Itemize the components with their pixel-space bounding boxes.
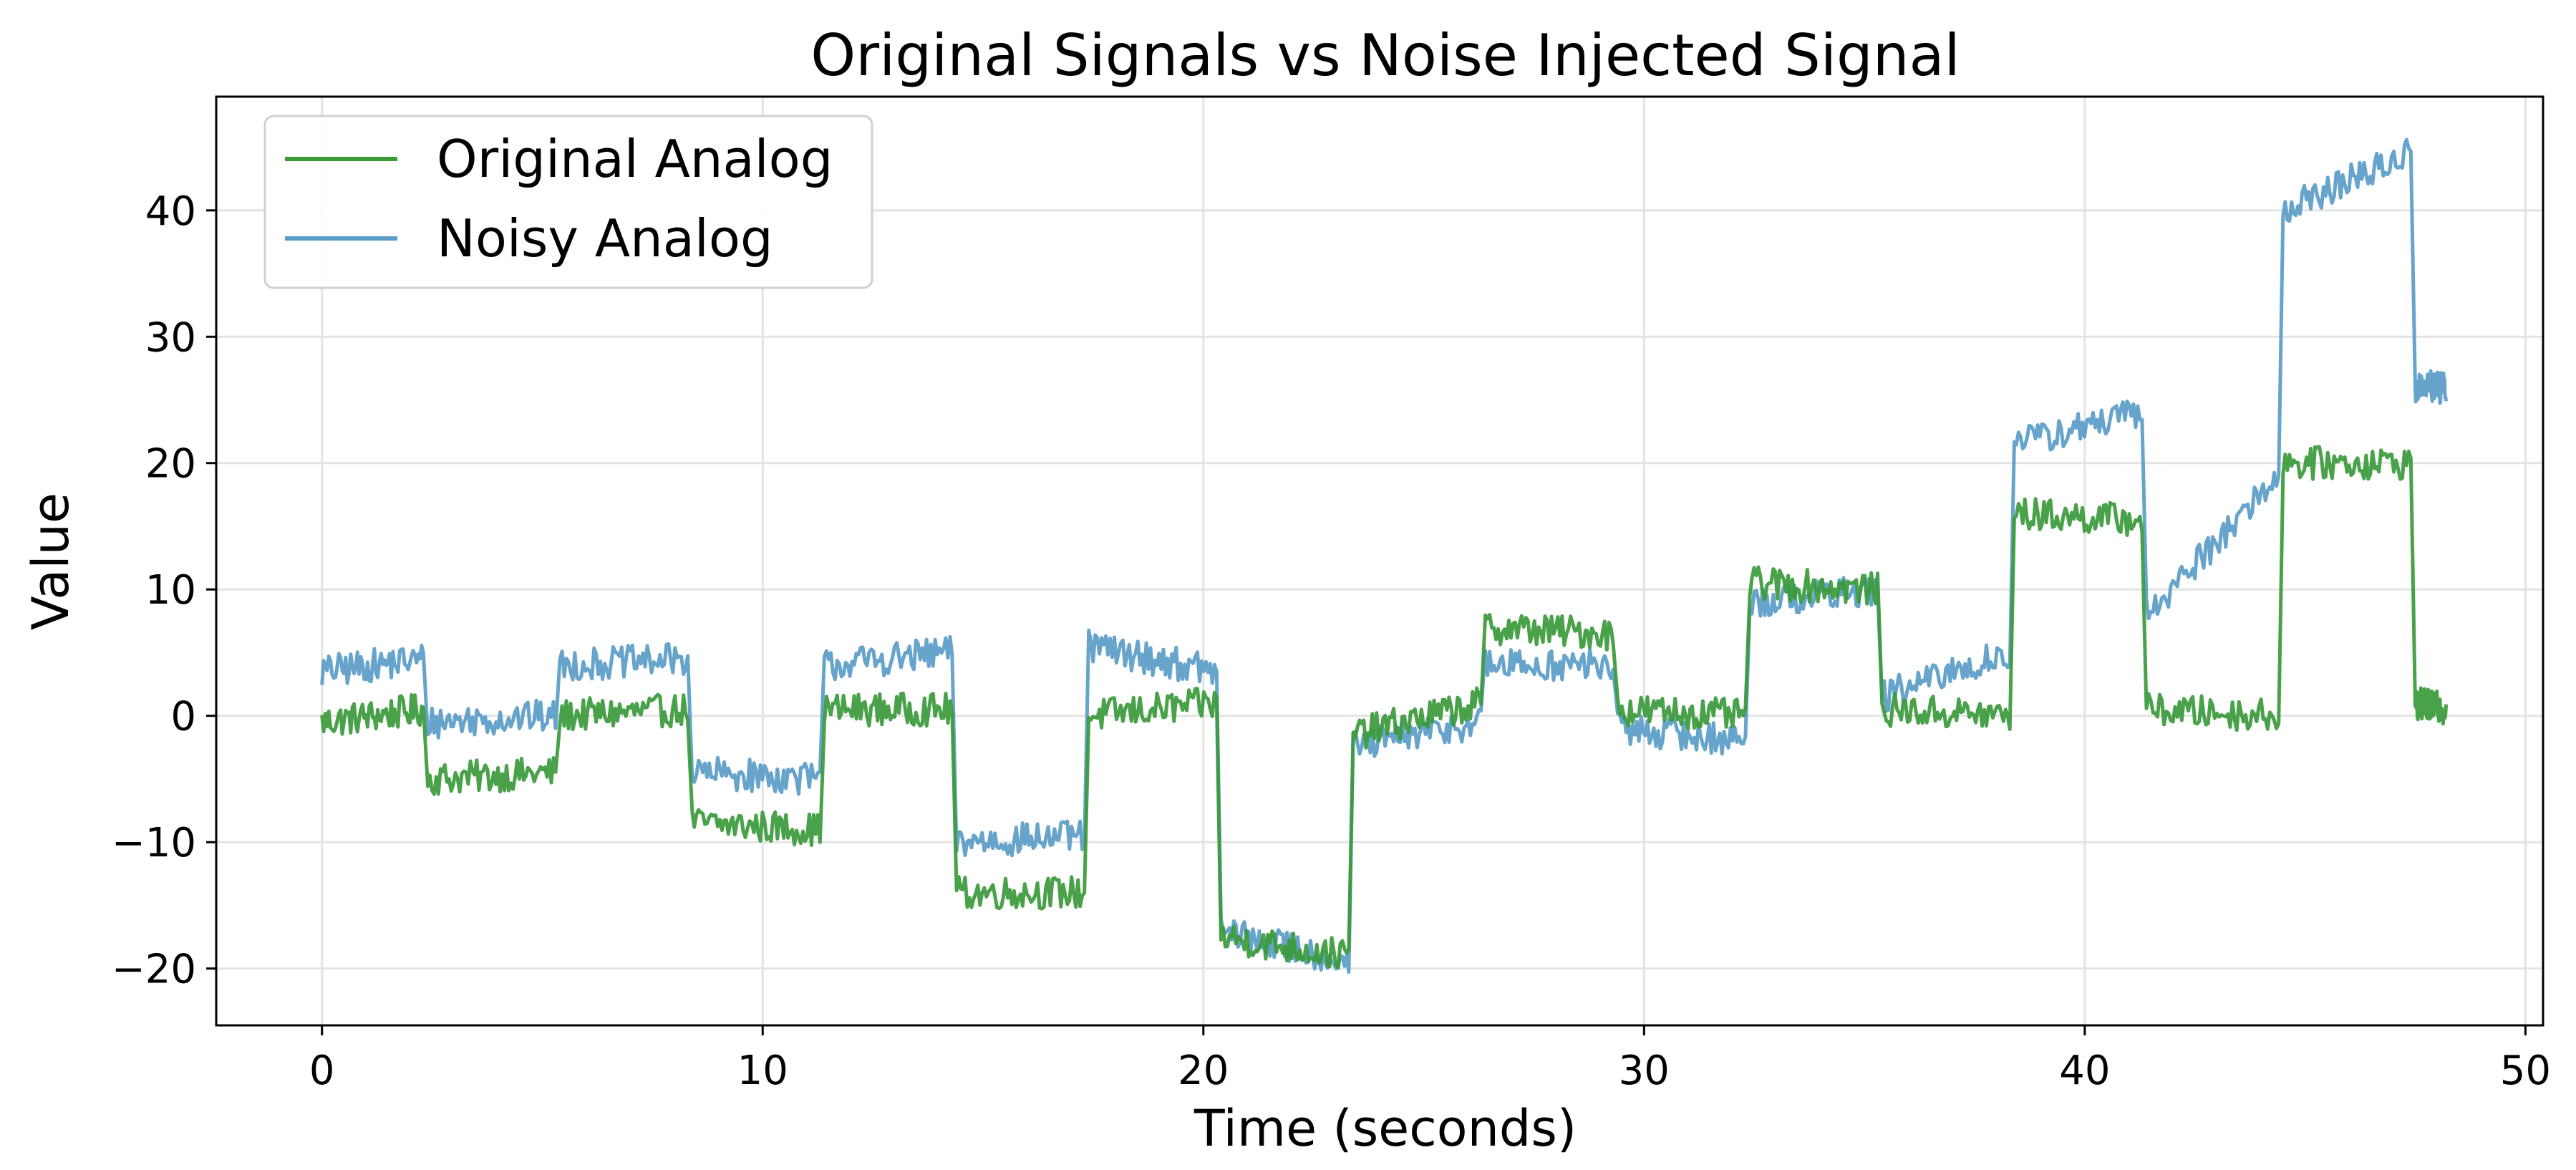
chart-title: Original Signals vs Noise Injected Signa… xyxy=(810,22,1960,89)
y-axis-label: Value xyxy=(21,493,80,630)
x-axis-label: Time (seconds) xyxy=(1193,1099,1577,1158)
series-layer xyxy=(320,137,2449,974)
legend-label-original: Original Analog xyxy=(437,129,833,189)
y-tick-label: 0 xyxy=(170,694,196,740)
series-line-noisy-analog xyxy=(320,137,2449,974)
y-tick-label: −20 xyxy=(112,947,196,993)
legend: Original Analog Noisy Analog xyxy=(263,115,873,289)
x-tick-label: 10 xyxy=(737,1048,788,1094)
plot-frame xyxy=(215,95,2544,1027)
y-tick-label: 40 xyxy=(145,188,196,235)
y-tick-label: 30 xyxy=(145,314,196,361)
y-tick-label: 20 xyxy=(145,441,196,488)
ticks: 0 10 20 30 40 50 −20 −10 0 10 20 30 40 xyxy=(112,188,2551,1094)
y-tick-label: −10 xyxy=(112,820,196,866)
x-tick-label: 20 xyxy=(1178,1048,1229,1094)
series-line-original-analog xyxy=(320,445,2449,970)
x-tick-label: 40 xyxy=(2059,1048,2110,1094)
legend-box xyxy=(263,115,873,289)
y-tick-label: 10 xyxy=(145,567,196,614)
legend-label-noisy: Noisy Analog xyxy=(437,208,773,269)
x-tick-label: 0 xyxy=(309,1048,335,1094)
x-tick-label: 30 xyxy=(1619,1048,1670,1094)
x-tick-label: 50 xyxy=(2500,1048,2551,1094)
